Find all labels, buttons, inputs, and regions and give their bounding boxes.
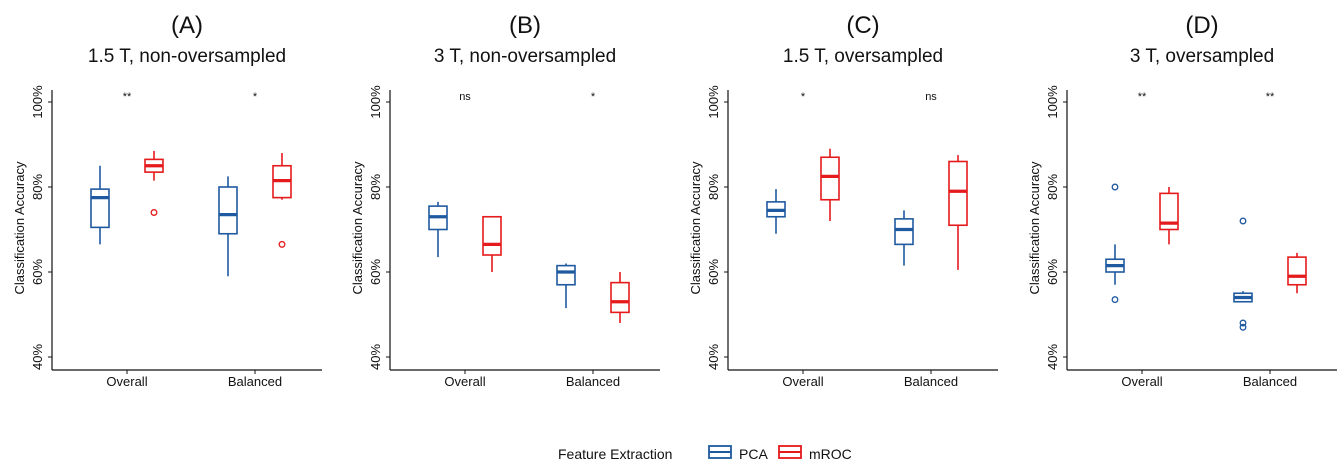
significance-label: ** xyxy=(1138,91,1147,103)
y-tick-label: 80% xyxy=(30,174,45,200)
x-tick-label: Balanced xyxy=(566,374,620,389)
outlier-point xyxy=(1111,296,1119,304)
panel-label: (B) xyxy=(509,12,541,39)
y-tick-label: 100% xyxy=(368,85,383,119)
y-axis-label: Classification Accuracy xyxy=(350,161,365,294)
box-mroc-overall xyxy=(144,150,164,216)
box-iqr xyxy=(90,188,110,229)
y-tick-label: 100% xyxy=(1045,85,1060,119)
y-tick-label: 100% xyxy=(30,85,45,119)
x-tick-label: Balanced xyxy=(1243,374,1297,389)
panel-title: 1.5 T, non-oversampled xyxy=(88,46,286,67)
y-tick-label: 40% xyxy=(706,344,721,370)
y-tick-label: 60% xyxy=(30,259,45,285)
box-mroc-balanced xyxy=(610,272,630,323)
outlier-point xyxy=(278,240,286,248)
box-pca-overall xyxy=(766,189,786,234)
panel-d: (D) 3 T, oversampled Classification Accura… xyxy=(1027,12,1337,389)
box-mroc-balanced xyxy=(272,153,292,248)
box-iqr xyxy=(218,186,238,235)
x-tick-label: Overall xyxy=(444,374,485,389)
y-tick-label: 60% xyxy=(1045,259,1060,285)
significance-label: ns xyxy=(459,91,471,103)
legend: Feature Extraction PCA mROC xyxy=(558,445,852,462)
box-pca-balanced xyxy=(1233,217,1253,331)
box-mroc-overall xyxy=(1159,187,1179,245)
box-iqr xyxy=(1287,256,1307,286)
panel-title: 1.5 T, oversampled xyxy=(783,46,943,67)
y-tick-label: 40% xyxy=(368,344,383,370)
box-iqr xyxy=(482,215,502,256)
significance-label: ** xyxy=(123,91,132,103)
box-pca-overall xyxy=(428,201,448,258)
box-pca-balanced xyxy=(894,210,914,266)
significance-label: ** xyxy=(1266,91,1275,103)
y-tick-label: 40% xyxy=(30,344,45,370)
box-iqr xyxy=(820,156,840,201)
outlier-point xyxy=(1239,217,1247,225)
y-tick-label: 100% xyxy=(706,85,721,119)
outlier-point xyxy=(1111,183,1119,191)
box-iqr xyxy=(894,218,914,246)
x-tick-label: Balanced xyxy=(904,374,958,389)
box-pca-balanced xyxy=(556,263,576,309)
x-tick-label: Balanced xyxy=(228,374,282,389)
panel-title: 3 T, oversampled xyxy=(1130,46,1274,67)
x-tick-label: Overall xyxy=(106,374,147,389)
panel-label: (A) xyxy=(171,12,203,39)
box-pca-overall xyxy=(90,165,110,245)
y-tick-label: 60% xyxy=(706,259,721,285)
box-iqr xyxy=(1159,192,1179,231)
y-tick-label: 80% xyxy=(706,174,721,200)
panel-c: (C) 1.5 T, oversampled Classification Accu… xyxy=(688,12,998,389)
box-mroc-balanced xyxy=(1287,252,1307,294)
outlier-point xyxy=(150,209,158,216)
y-tick-label: 80% xyxy=(368,174,383,200)
y-tick-label: 60% xyxy=(368,259,383,285)
outlier-point xyxy=(1239,323,1247,331)
box-mroc-overall xyxy=(482,215,502,272)
y-tick-label: 40% xyxy=(1045,344,1060,370)
box-pca-balanced xyxy=(218,176,238,277)
legend-title: Feature Extraction xyxy=(558,446,672,462)
x-tick-label: Overall xyxy=(1121,374,1162,389)
x-tick-label: Overall xyxy=(782,374,823,389)
box-iqr xyxy=(610,281,630,314)
panel-label: (D) xyxy=(1185,12,1218,39)
y-axis-label: Classification Accuracy xyxy=(1027,161,1042,294)
outlier-point xyxy=(1239,319,1247,327)
y-tick-label: 80% xyxy=(1045,174,1060,200)
box-iqr xyxy=(556,264,576,286)
significance-label: * xyxy=(591,91,596,103)
panel-label: (C) xyxy=(846,12,879,39)
legend-label-mroc: mROC xyxy=(809,446,852,462)
legend-label-pca: PCA xyxy=(739,446,768,462)
y-axis-label: Classification Accuracy xyxy=(688,161,703,294)
panel-a: (A) 1.5 T, non-oversampled Classification … xyxy=(12,12,322,389)
y-axis-label: Classification Accuracy xyxy=(12,161,27,294)
significance-label: ns xyxy=(925,91,937,103)
significance-label: * xyxy=(801,91,806,103)
box-mroc-overall xyxy=(820,148,840,221)
box-pca-overall xyxy=(1105,183,1125,304)
significance-label: * xyxy=(253,91,258,103)
panel-b: (B) 3 T, non-oversampled Classification Ac… xyxy=(350,12,660,389)
panels: (A) 1.5 T, non-oversampled Classification … xyxy=(12,12,1337,389)
box-iqr xyxy=(948,160,968,227)
box-mroc-balanced xyxy=(948,155,968,270)
panel-title: 3 T, non-oversampled xyxy=(434,46,616,67)
